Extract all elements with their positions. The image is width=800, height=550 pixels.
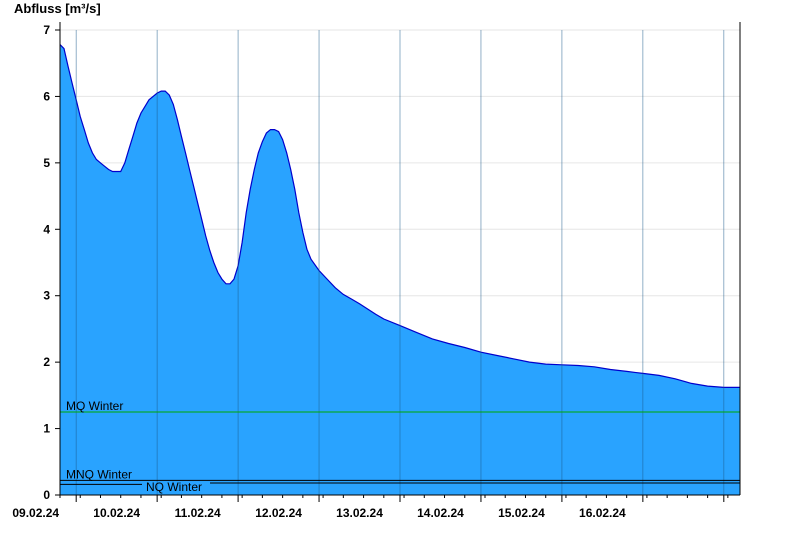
x-tick-label: 13.02.24 — [336, 506, 383, 520]
y-tick-label: 1 — [43, 422, 50, 436]
y-tick-label: 7 — [43, 23, 50, 37]
y-axis-label: Abfluss [m³/s] — [14, 1, 101, 16]
x-tick-label: 11.02.24 — [175, 506, 221, 520]
y-tick-label: 5 — [43, 156, 50, 170]
reference-lines: MQ Winter MNQ Winter NQ Winter — [60, 399, 740, 494]
axes: 0 1 2 3 4 5 6 7 09.02.24 10.02.24 11.02.24 12.02.24… — [12, 22, 741, 520]
x-tick-label: 10.02.24 — [93, 506, 140, 520]
x-tick-label: 16.02.24 — [579, 506, 626, 520]
ref-label: MQ Winter — [66, 399, 123, 413]
ref-label: MNQ Winter — [66, 467, 132, 481]
x-tick-label: 15.02.24 — [498, 506, 545, 520]
x-tick-label: 09.02.24 — [12, 506, 59, 520]
x-tick-label: 14.02.24 — [417, 506, 464, 520]
area-series — [59, 30, 740, 495]
ref-label: NQ Winter — [146, 480, 202, 494]
flow-area — [60, 44, 740, 495]
x-tick-label: 12.02.24 — [255, 506, 302, 520]
y-tick-label: 6 — [43, 89, 50, 103]
y-tick-label: 0 — [43, 488, 50, 502]
flow-line — [59, 44, 740, 388]
y-tick-label: 2 — [43, 355, 50, 369]
y-tick-label: 3 — [43, 289, 50, 303]
y-tick-label: 4 — [43, 222, 50, 236]
